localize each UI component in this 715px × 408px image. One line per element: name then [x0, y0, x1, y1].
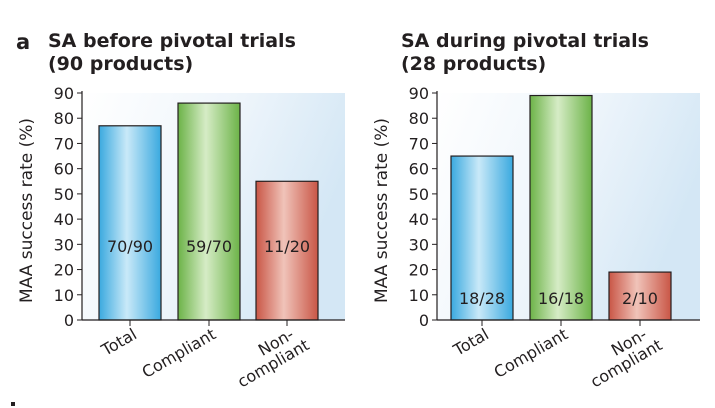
bar-value-label: 16/18 — [538, 289, 584, 308]
bar-value-label: 59/70 — [186, 237, 232, 256]
y-tick-label: 70 — [409, 134, 429, 153]
y-axis-label: MAA success rate (%) — [372, 118, 392, 303]
y-tick-label: 0 — [419, 311, 429, 330]
y-tick-label: 30 — [409, 235, 429, 254]
x-tick-label-line: Compliant — [491, 324, 571, 381]
chart-before-pivotal: 0 10 20 30 40 50 60 70 80 90 MAA success rate (%) 7… — [17, 84, 345, 391]
y-tick-label: 20 — [409, 261, 429, 280]
y-tick-label: 90 — [409, 84, 429, 103]
y-tick-label: 20 — [54, 261, 74, 280]
y-tick-label: 40 — [54, 210, 74, 229]
y-tick-label: 10 — [54, 286, 74, 305]
chart-2-title-block: SA during pivotal trials (28 products) — [401, 30, 649, 76]
y-tick-label: 60 — [409, 160, 429, 179]
y-tick-label: 30 — [54, 235, 74, 254]
bar-total — [98, 125, 162, 321]
footer-mark — [11, 402, 15, 406]
bar-value-label: 11/20 — [264, 237, 310, 256]
chart-1-title-block: SA before pivotal trials (90 products) — [48, 30, 296, 76]
x-tick-label: Total — [97, 324, 140, 360]
x-tick-label-line: Total — [97, 324, 140, 360]
chart-1-subtitle: (90 products) — [48, 53, 194, 75]
y-tick-label: 50 — [54, 185, 74, 204]
chart-during-pivotal: 0 10 20 30 40 50 60 70 80 90 MAA success rate (%) 1… — [372, 84, 700, 391]
bar-value-label: 18/28 — [459, 289, 505, 308]
x-tick-label: Total — [449, 324, 492, 360]
bar-total — [450, 155, 514, 321]
x-tick-label: Non-compliant — [226, 320, 313, 391]
bar-compliant — [177, 102, 241, 321]
y-axis-label: MAA success rate (%) — [17, 118, 37, 303]
y-tick-label: 60 — [54, 160, 74, 179]
x-tick-label-line: Total — [449, 324, 492, 360]
y-tick-label: 70 — [54, 134, 74, 153]
chart-2-subtitle: (28 products) — [401, 53, 547, 75]
bar-value-label: 70/90 — [107, 237, 153, 256]
x-tick-label: Compliant — [139, 324, 219, 381]
chart-1-title: SA before pivotal trials — [48, 30, 296, 52]
x-tick-label: Compliant — [491, 324, 571, 381]
x-tick-label-line: Compliant — [139, 324, 219, 381]
bar-non-compliant — [255, 180, 319, 321]
y-tick-label: 0 — [64, 311, 74, 330]
chart-2-title: SA during pivotal trials — [401, 30, 649, 52]
y-tick-label: 90 — [54, 84, 74, 103]
bar-value-label: 2/10 — [622, 289, 658, 308]
y-tick-label: 40 — [409, 210, 429, 229]
panel-label: a — [16, 30, 31, 54]
y-tick-label: 80 — [54, 109, 74, 128]
bar-compliant — [529, 94, 593, 321]
y-tick-label: 80 — [409, 109, 429, 128]
y-tick-label: 10 — [409, 286, 429, 305]
y-tick-label: 50 — [409, 185, 429, 204]
x-tick-label: Non-compliant — [579, 320, 666, 391]
